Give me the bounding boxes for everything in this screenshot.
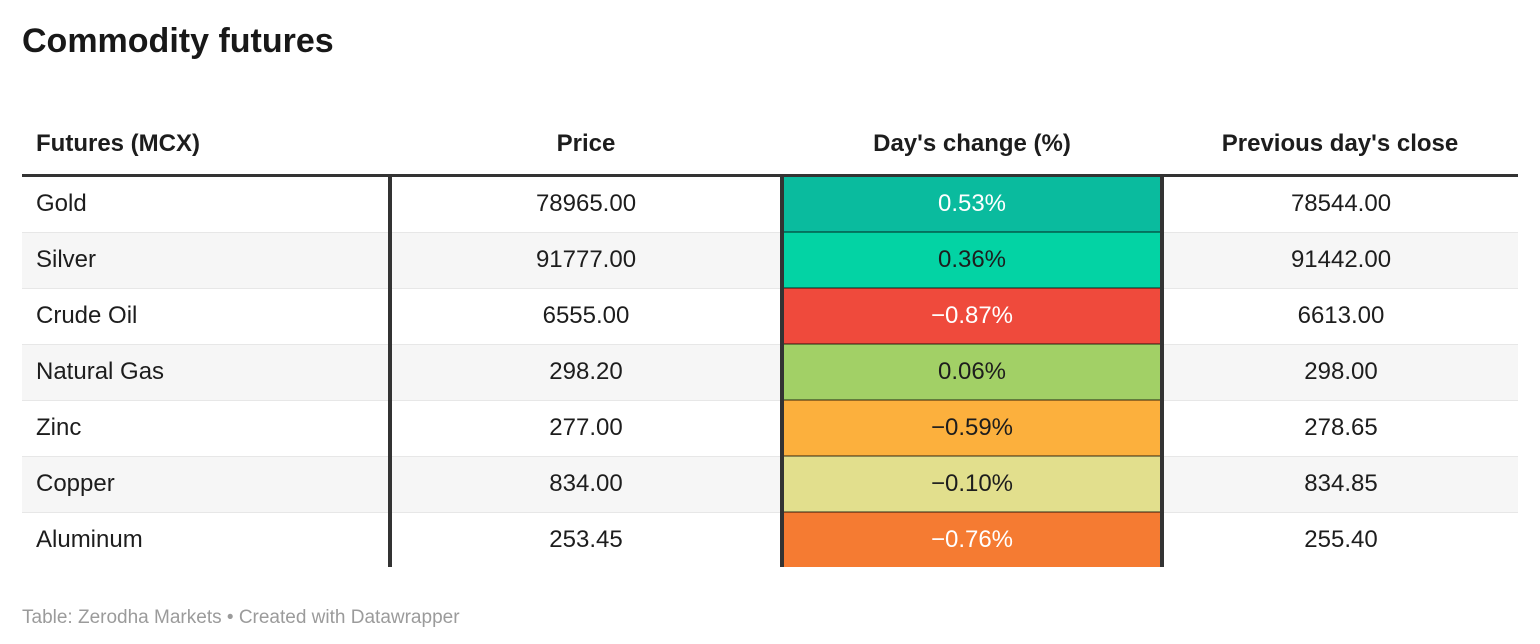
cell-price: 6555.00 [388,287,782,344]
footer-credit: Created with Datawrapper [238,607,460,628]
cell-day-change: 0.53% [780,175,1162,232]
cell-day-change: −0.59% [780,399,1162,456]
column-header-futures: Futures (MCX) [22,130,390,177]
table-row: Aluminum 253.45 −0.76% 255.40 [22,511,1518,567]
cell-price: 834.00 [388,455,782,512]
cell-commodity-name: Silver [22,231,390,288]
cell-price: 78965.00 [388,175,782,232]
cell-prev-close: 834.85 [1160,455,1518,512]
footer-separator: • [226,607,234,628]
table-row: Copper 834.00 −0.10% 834.85 [22,455,1518,512]
cell-prev-close: 255.40 [1160,511,1518,567]
cell-commodity-name: Crude Oil [22,287,390,344]
table-body: Gold 78965.00 0.53% 78544.00 Silver 9177… [22,175,1518,567]
footer-source: Table: Zerodha Markets [22,607,222,628]
cell-price: 277.00 [388,399,782,456]
cell-day-change: −0.76% [780,511,1162,567]
cell-commodity-name: Zinc [22,399,390,456]
table-row: Gold 78965.00 0.53% 78544.00 [22,175,1518,232]
cell-prev-close: 78544.00 [1160,175,1518,232]
cell-price: 91777.00 [388,231,782,288]
cell-commodity-name: Aluminum [22,511,390,567]
cell-day-change: 0.36% [780,231,1162,288]
table-row: Natural Gas 298.20 0.06% 298.00 [22,343,1518,400]
cell-day-change: −0.87% [780,287,1162,344]
table-row: Crude Oil 6555.00 −0.87% 6613.00 [22,287,1518,344]
cell-commodity-name: Natural Gas [22,343,390,400]
table-row: Silver 91777.00 0.36% 91442.00 [22,231,1518,288]
table-row: Zinc 277.00 −0.59% 278.65 [22,399,1518,456]
cell-prev-close: 298.00 [1160,343,1518,400]
futures-table: Futures (MCX) Price Day's change (%) Pre… [22,130,1518,567]
header-row: Futures (MCX) Price Day's change (%) Pre… [22,130,1518,177]
cell-commodity-name: Copper [22,455,390,512]
cell-price: 298.20 [388,343,782,400]
cell-commodity-name: Gold [36,190,87,218]
cell-prev-close: 91442.00 [1160,231,1518,288]
cell-day-change: 0.06% [780,343,1162,400]
chart-footer: Table: Zerodha Markets • Created with Da… [22,607,1518,629]
page-title: Commodity futures [22,22,334,60]
table-header: Futures (MCX) Price Day's change (%) Pre… [22,130,1518,177]
column-header-prev-close: Previous day's close [1162,130,1518,177]
cell-prev-close: 6613.00 [1160,287,1518,344]
cell-price: 253.45 [388,511,782,567]
column-header-change: Day's change (%) [782,130,1162,177]
cell-day-change: −0.10% [780,455,1162,512]
column-header-price: Price [390,130,782,177]
cell-prev-close: 278.65 [1160,399,1518,456]
